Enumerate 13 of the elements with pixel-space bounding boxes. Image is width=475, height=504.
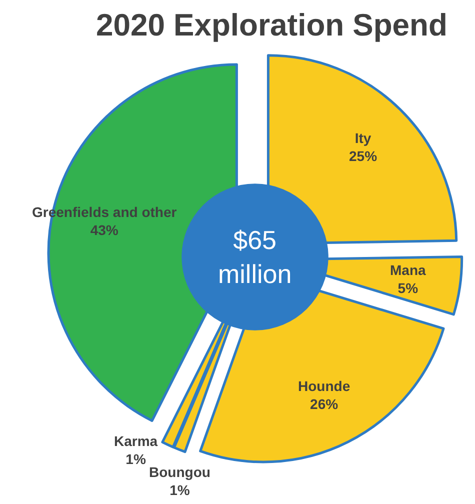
slice-label: Boungou	[149, 464, 210, 480]
data-label: 1%	[126, 451, 146, 468]
chart-title: 2020 Exploration Spend	[96, 8, 448, 43]
data-label: 25%	[349, 148, 378, 164]
slice-label: Ity	[354, 130, 372, 146]
data-label: 43%	[90, 222, 119, 238]
data-label: 5%	[398, 280, 419, 296]
data-label: 26%	[310, 396, 339, 412]
slice-label: Karma	[114, 433, 158, 449]
slice-label: Mana	[390, 262, 426, 278]
data-label: 1%	[170, 482, 190, 498]
text: $65 million	[218, 225, 292, 289]
slice-label: Hounde	[298, 378, 350, 394]
